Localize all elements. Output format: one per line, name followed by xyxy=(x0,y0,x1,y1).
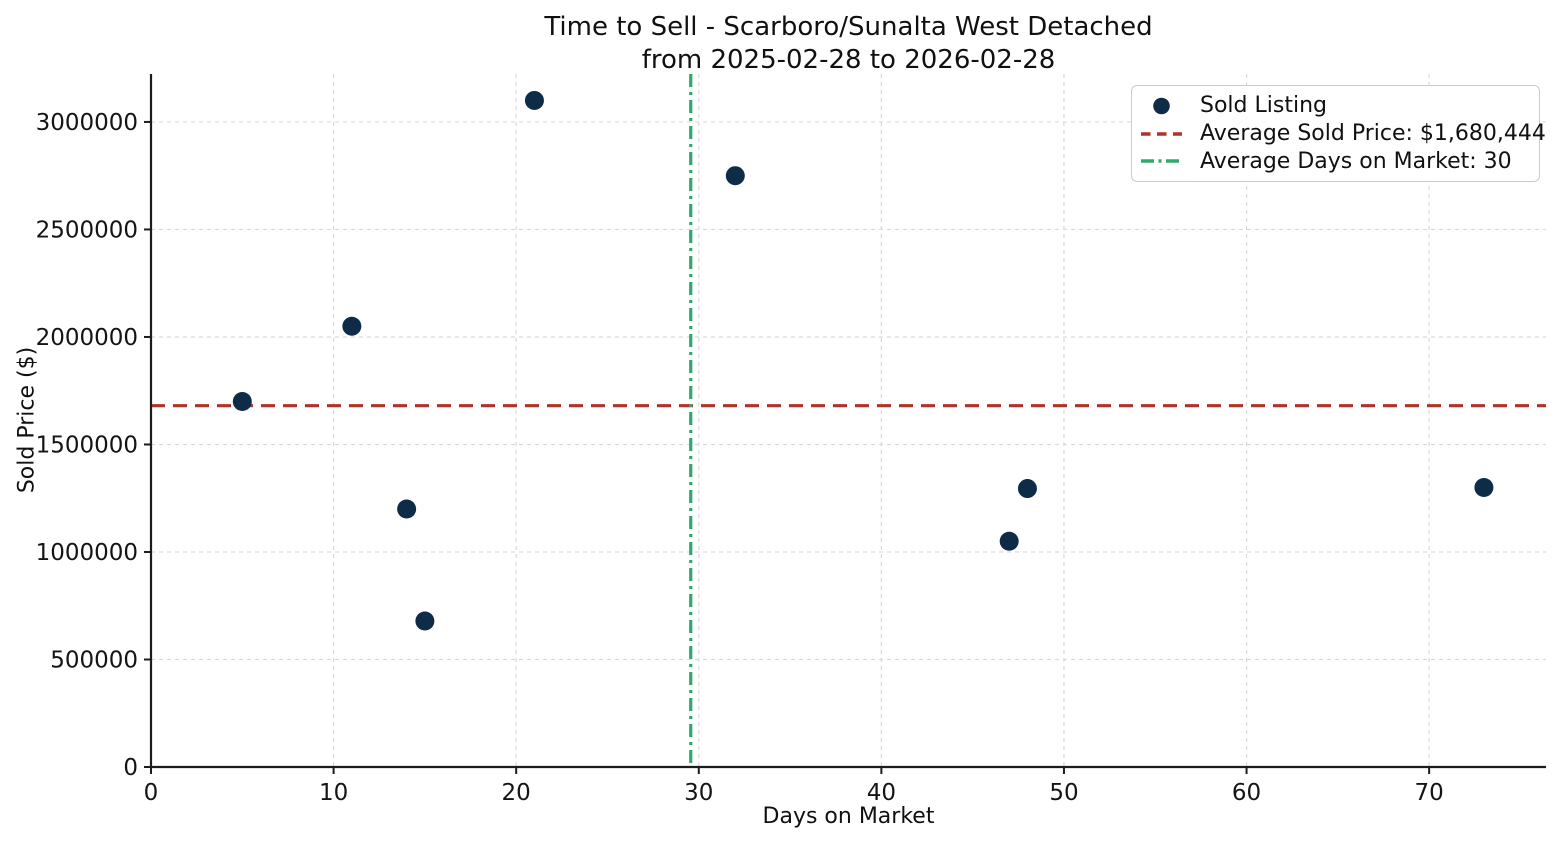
scatter-point-sold-listing xyxy=(725,166,745,186)
x-tick-label: 70 xyxy=(1415,780,1444,806)
y-tick-label: 0 xyxy=(123,755,138,781)
y-tick-label: 2000000 xyxy=(36,325,138,351)
y-tick-label: 1000000 xyxy=(36,540,138,566)
legend-item-sold-listing: Sold Listing xyxy=(1141,92,1531,120)
chart-title-line1: Time to Sell - Scarboro/Sunalta West Det… xyxy=(544,12,1153,42)
scatter-point-sold-listing xyxy=(999,531,1019,551)
sold-listing-dot-icon xyxy=(1153,97,1170,115)
x-tick-label: 20 xyxy=(502,780,531,806)
y-axis-label: Sold Price ($) xyxy=(14,346,40,494)
x-tick-label: 40 xyxy=(867,780,896,806)
x-tick-label: 60 xyxy=(1232,780,1261,806)
chart-title-line2: from 2025-02-28 to 2026-02-28 xyxy=(641,45,1056,76)
scatter-point-sold-listing xyxy=(342,316,362,336)
scatter-point-sold-listing xyxy=(1017,479,1037,499)
y-tick-label: 2500000 xyxy=(36,217,138,243)
x-tick-label: 30 xyxy=(684,780,713,806)
scatter-point-sold-listing xyxy=(524,90,544,110)
scatter-point-sold-listing xyxy=(1474,477,1494,497)
x-tick-label: 0 xyxy=(144,780,159,806)
scatter-point-sold-listing xyxy=(415,611,435,631)
y-tick-label: 500000 xyxy=(50,647,138,673)
legend: Sold Listing Average Sold Price: $1,680,… xyxy=(1131,85,1546,182)
x-tick-label: 50 xyxy=(1049,780,1078,806)
legend-item-average-sold-price: Average Sold Price: $1,680,444 xyxy=(1141,120,1546,148)
x-tick-label: 10 xyxy=(319,780,348,806)
dashdot-line-icon xyxy=(1141,159,1182,163)
dashed-line-icon xyxy=(1141,131,1182,136)
x-axis-label: Days on Market xyxy=(762,804,935,829)
chart-title: Time to Sell - Scarboro/Sunalta West Det… xyxy=(151,11,1546,77)
scatter-point-sold-listing xyxy=(232,391,252,411)
legend-label-sold-listing: Sold Listing xyxy=(1200,93,1327,119)
legend-label-average-days-on-market: Average Days on Market: 30 xyxy=(1200,148,1512,174)
scatter-point-sold-listing xyxy=(397,499,417,519)
legend-label-average-sold-price: Average Sold Price: $1,680,444 xyxy=(1200,121,1546,146)
legend-item-average-days-on-market: Average Days on Market: 30 xyxy=(1141,147,1531,175)
y-tick-label: 1500000 xyxy=(36,432,138,458)
y-tick-label: 3000000 xyxy=(36,110,138,136)
